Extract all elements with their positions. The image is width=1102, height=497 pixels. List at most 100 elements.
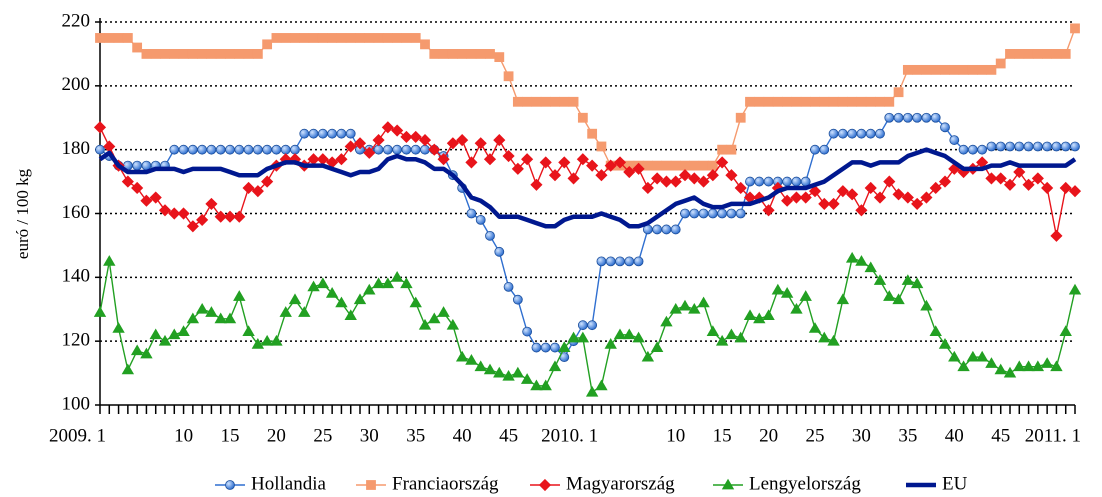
legend-marker	[225, 480, 235, 490]
data-point	[707, 160, 718, 171]
data-point	[95, 144, 105, 155]
data-point	[698, 208, 709, 219]
data-point	[836, 185, 849, 198]
data-point	[734, 181, 747, 195]
data-point	[279, 306, 292, 317]
data-point	[262, 144, 273, 155]
data-point	[680, 208, 690, 219]
data-point	[474, 360, 487, 372]
data-point	[196, 213, 209, 226]
data-point	[734, 331, 747, 343]
data-point	[382, 144, 393, 155]
data-point	[855, 204, 868, 217]
data-point	[392, 144, 403, 155]
data-point	[325, 286, 339, 298]
data-point	[819, 144, 830, 155]
data-point	[772, 96, 783, 107]
data-point	[1032, 141, 1043, 152]
data-point	[335, 296, 348, 308]
data-point	[856, 128, 867, 139]
data-point	[865, 96, 876, 107]
data-point	[1042, 141, 1053, 152]
data-point	[605, 256, 616, 267]
data-point	[567, 172, 580, 185]
data-point	[715, 334, 729, 346]
series-line	[99, 257, 1076, 393]
data-point	[1022, 178, 1035, 191]
data-point	[977, 64, 988, 75]
y-axis-label: euró / 100 kg	[13, 168, 32, 259]
data-point	[921, 112, 932, 123]
data-point	[726, 208, 737, 219]
data-point	[678, 299, 692, 311]
data-point	[623, 165, 636, 179]
data-point	[893, 87, 904, 98]
data-point	[271, 33, 282, 43]
data-point	[353, 293, 367, 305]
data-point	[782, 96, 793, 107]
data-point	[847, 96, 858, 107]
data-point	[288, 293, 302, 305]
data-point	[243, 49, 254, 59]
data-point	[678, 169, 692, 182]
data-point	[530, 178, 543, 191]
data-point	[177, 325, 190, 336]
data-point	[781, 194, 794, 207]
data-point	[650, 341, 664, 352]
data-point	[187, 144, 198, 155]
data-point	[771, 283, 785, 295]
data-point	[485, 230, 495, 241]
data-point	[392, 33, 403, 43]
data-point	[160, 49, 170, 59]
data-point	[214, 312, 227, 324]
data-point	[818, 331, 831, 343]
data-point	[875, 128, 885, 139]
data-point	[864, 181, 877, 195]
data-point	[465, 156, 478, 169]
data-point	[958, 64, 969, 75]
data-point	[929, 325, 942, 336]
data-point	[550, 342, 560, 353]
data-point	[763, 96, 774, 107]
data-point	[828, 128, 839, 139]
data-point	[799, 191, 812, 204]
data-point	[503, 282, 514, 292]
data-point	[958, 144, 969, 155]
data-point	[827, 197, 840, 210]
data-point	[316, 153, 329, 166]
data-point	[168, 207, 181, 220]
data-point	[169, 49, 180, 59]
data-point	[1059, 325, 1072, 336]
data-point	[670, 224, 681, 235]
data-point	[205, 197, 218, 210]
data-point	[483, 153, 497, 166]
data-point	[316, 277, 330, 289]
data-point	[706, 325, 720, 336]
series-line	[100, 28, 1076, 167]
y-tick-label: 120	[62, 330, 91, 351]
data-point	[577, 112, 588, 123]
x-tick-label: 30	[360, 425, 379, 446]
series-line	[99, 126, 1076, 237]
data-point	[1070, 141, 1080, 152]
data-point	[576, 331, 590, 343]
data-point	[169, 144, 180, 155]
data-point	[938, 175, 952, 188]
data-point	[1042, 49, 1053, 59]
x-tick-label: 30	[852, 425, 871, 446]
data-point	[234, 49, 245, 59]
data-point	[252, 144, 263, 155]
data-point	[735, 112, 746, 123]
data-point	[689, 208, 700, 219]
data-point	[698, 160, 709, 171]
x-tick-label: 35	[406, 425, 425, 446]
data-point	[299, 128, 310, 139]
data-point	[103, 255, 116, 266]
data-point	[810, 96, 820, 107]
data-point	[457, 49, 468, 59]
data-point	[856, 96, 867, 107]
data-point	[130, 344, 144, 356]
data-point	[697, 296, 710, 308]
data-point	[233, 210, 246, 223]
